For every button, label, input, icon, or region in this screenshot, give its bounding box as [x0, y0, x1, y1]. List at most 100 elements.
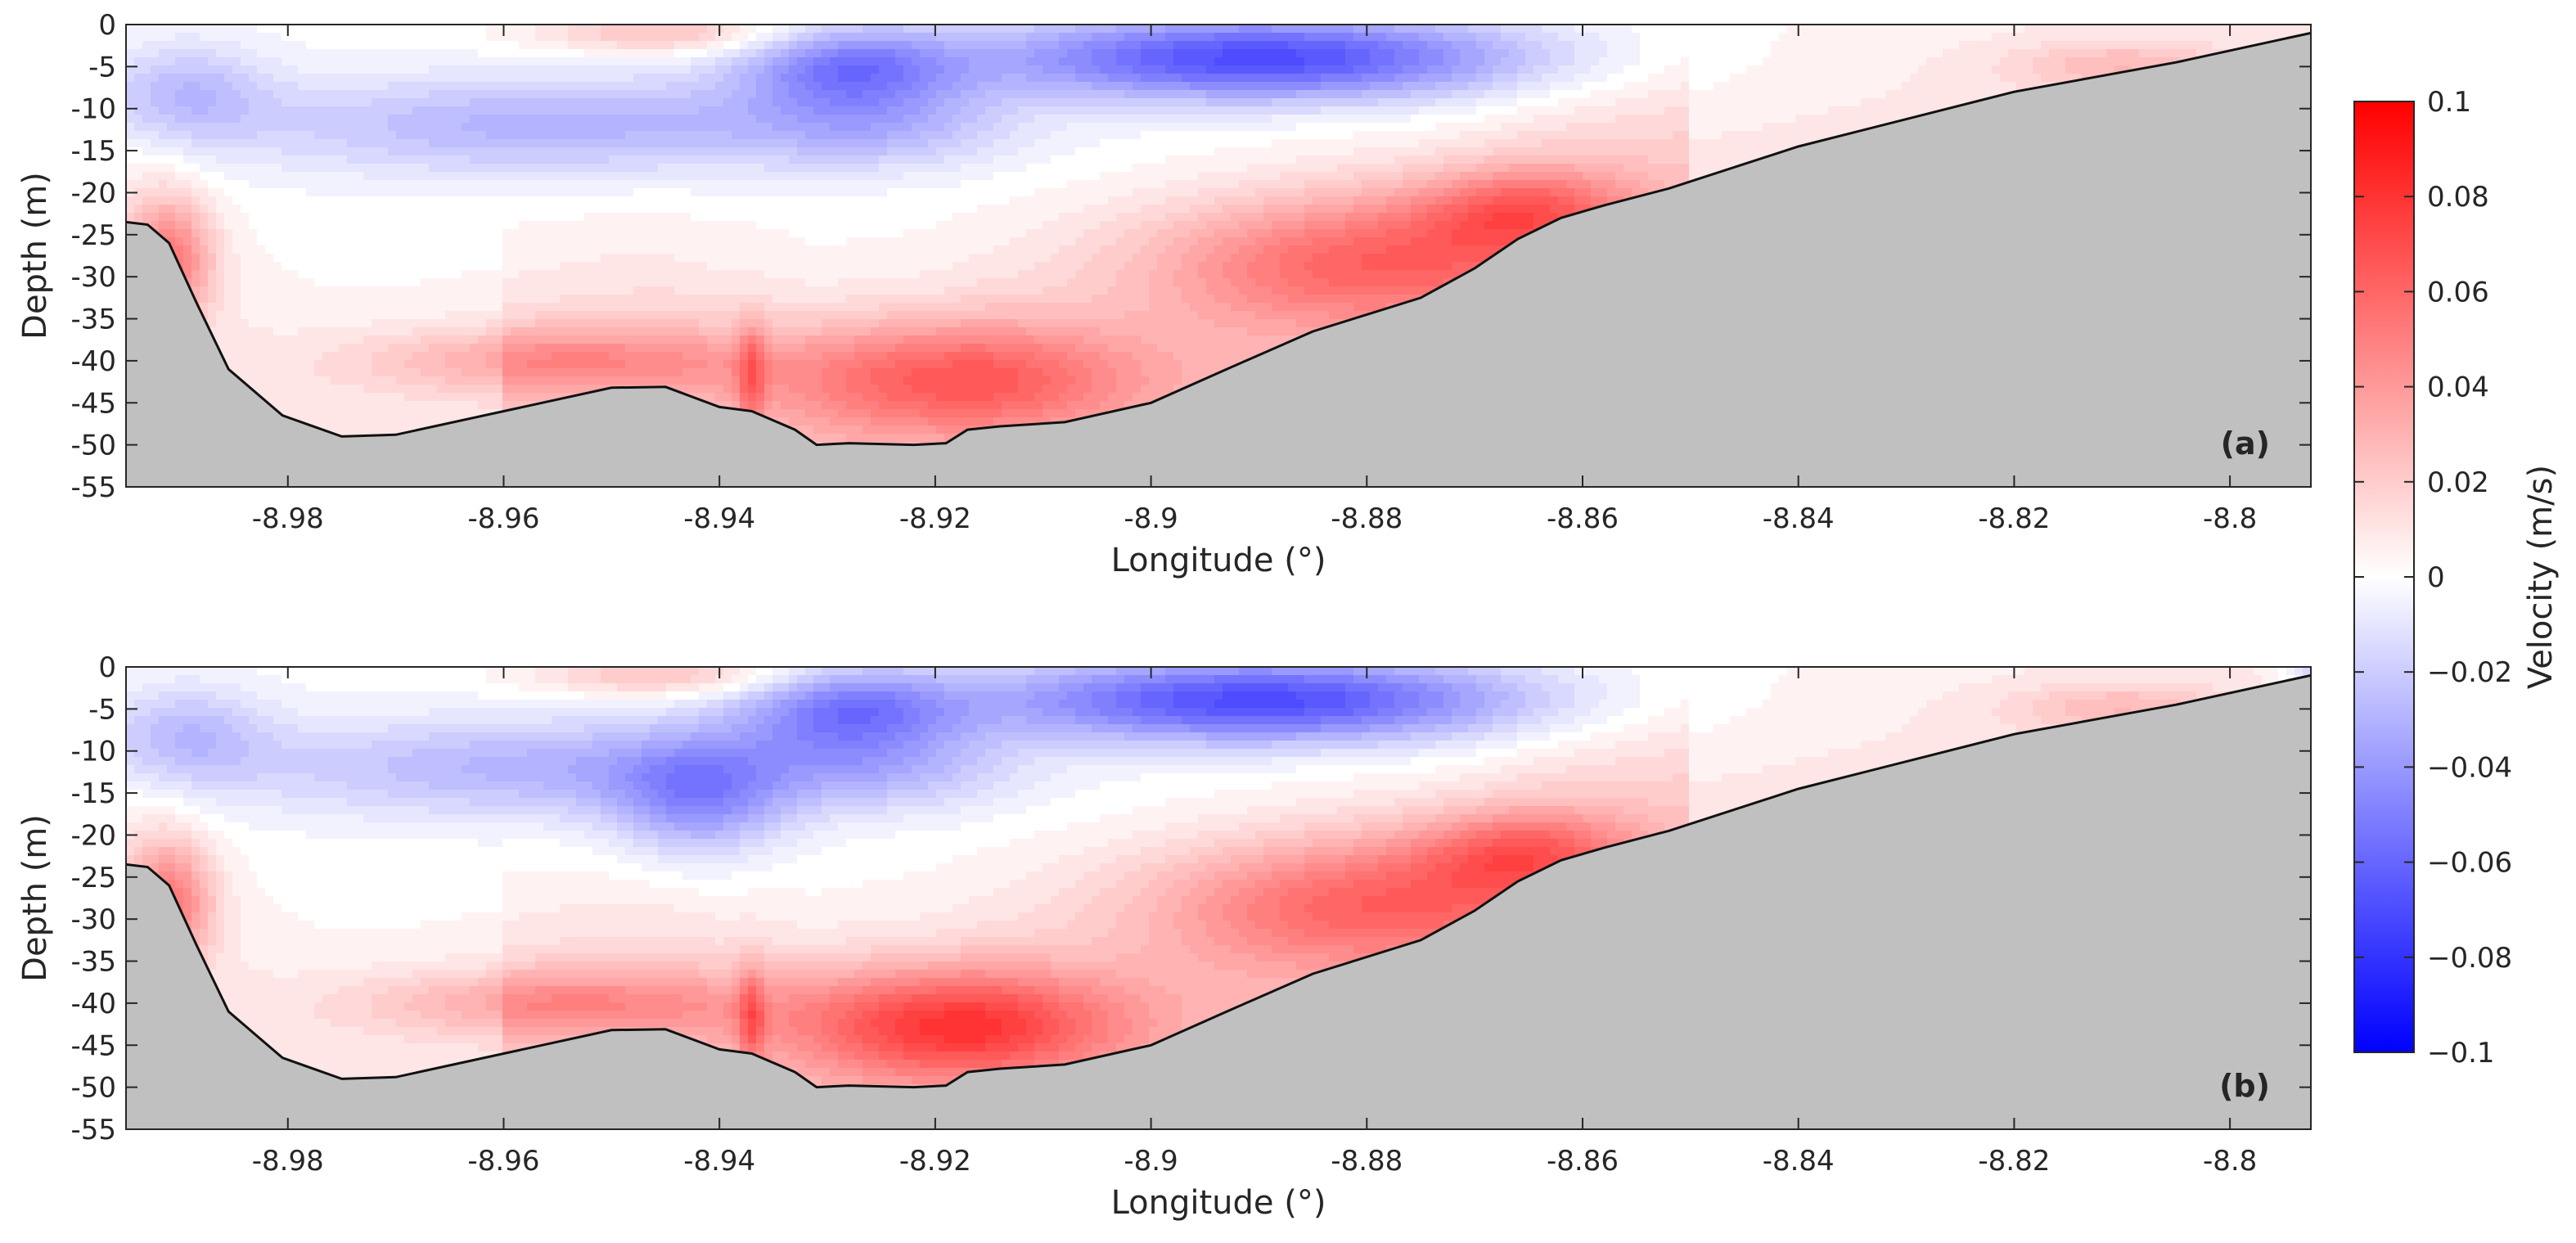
field-cell: [592, 229, 601, 238]
field-cell: [265, 196, 274, 205]
field-cell: [290, 74, 299, 83]
field-cell: [453, 131, 462, 140]
field-cell: [552, 164, 561, 173]
field-cell: [273, 237, 282, 246]
field-cell: [772, 319, 781, 328]
field-cell: [674, 336, 683, 345]
field-cell: [511, 82, 520, 91]
field-cell: [650, 74, 659, 83]
field-cell: [216, 213, 225, 222]
field-cell: [764, 270, 773, 279]
field-cell: [650, 270, 659, 279]
field-cell: [543, 262, 552, 271]
field-cell: [437, 213, 446, 222]
field-cell: [429, 352, 438, 361]
field-cell: [576, 57, 585, 66]
field-cell: [462, 229, 471, 238]
field-cell: [584, 90, 593, 99]
field-cell: [699, 205, 708, 214]
field-cell: [306, 49, 315, 58]
field-cell: [552, 147, 561, 156]
field-cell: [445, 385, 454, 394]
field-cell: [241, 57, 250, 66]
field-cell: [314, 41, 323, 50]
field-cell: [789, 278, 798, 287]
field-cell: [617, 303, 626, 312]
field-cell: [142, 139, 151, 148]
field-cell: [486, 180, 495, 189]
field-cell: [740, 286, 749, 295]
field-cell: [830, 205, 839, 214]
field-cell: [273, 336, 282, 345]
field-cell: [552, 123, 561, 132]
field-cell: [691, 188, 700, 197]
field-cell: [453, 295, 462, 304]
field-cell: [183, 49, 192, 58]
field-cell: [380, 106, 389, 115]
field-cell: [257, 131, 266, 140]
field-cell: [281, 205, 290, 214]
field-cell: [445, 106, 454, 115]
field-cell: [576, 319, 585, 328]
field-cell: [568, 376, 577, 385]
field-cell: [682, 90, 691, 99]
field-cell: [167, 188, 176, 197]
field-cell: [241, 106, 250, 115]
field-cell: [257, 106, 266, 115]
field-cell: [732, 188, 741, 197]
field-cell: [772, 409, 781, 418]
field-cell: [478, 41, 487, 50]
field-cell: [789, 221, 798, 230]
field-cell: [339, 409, 348, 418]
field-cell: [273, 139, 282, 148]
field-cell: [175, 90, 184, 99]
field-cell: [290, 245, 299, 254]
field-cell: [715, 245, 724, 254]
field-cell: [642, 155, 651, 164]
field-cell: [314, 303, 323, 312]
field-cell: [797, 139, 806, 148]
field-cell: [756, 98, 765, 107]
field-cell: [249, 229, 258, 238]
field-cell: [462, 409, 471, 418]
field-cell: [789, 393, 798, 402]
field-cell: [453, 188, 462, 197]
field-cell: [748, 57, 757, 66]
field-cell: [535, 131, 544, 140]
field-cell: [216, 196, 225, 205]
field-cell: [830, 344, 839, 353]
field-cell: [633, 221, 642, 230]
field-cell: [257, 98, 266, 107]
field-cell: [658, 205, 667, 214]
field-cell: [478, 172, 487, 181]
field-cell: [339, 270, 348, 279]
field-cell: [216, 41, 225, 50]
field-cell: [502, 205, 511, 214]
field-cell: [298, 344, 307, 353]
field-cell: [633, 65, 642, 74]
field-cell: [396, 278, 405, 287]
field-cell: [838, 262, 847, 271]
field-cell: [314, 74, 323, 83]
field-cell: [707, 221, 716, 230]
field-cell: [380, 155, 389, 164]
field-cell: [412, 82, 421, 91]
field-cell: [208, 131, 217, 140]
field-cell: [494, 237, 503, 246]
field-cell: [478, 303, 487, 312]
field-cell: [617, 344, 626, 353]
field-cell: [339, 376, 348, 385]
field-cell: [511, 123, 520, 132]
field-cell: [412, 65, 421, 74]
field-cell: [380, 90, 389, 99]
field-cell: [568, 303, 577, 312]
field-cell: [748, 131, 757, 140]
field-cell: [314, 311, 323, 320]
field-cell: [462, 368, 471, 377]
field-cell: [691, 237, 700, 246]
field-cell: [232, 319, 241, 328]
field-cell: [781, 65, 790, 74]
field-cell: [691, 336, 700, 345]
field-cell: [347, 237, 356, 246]
